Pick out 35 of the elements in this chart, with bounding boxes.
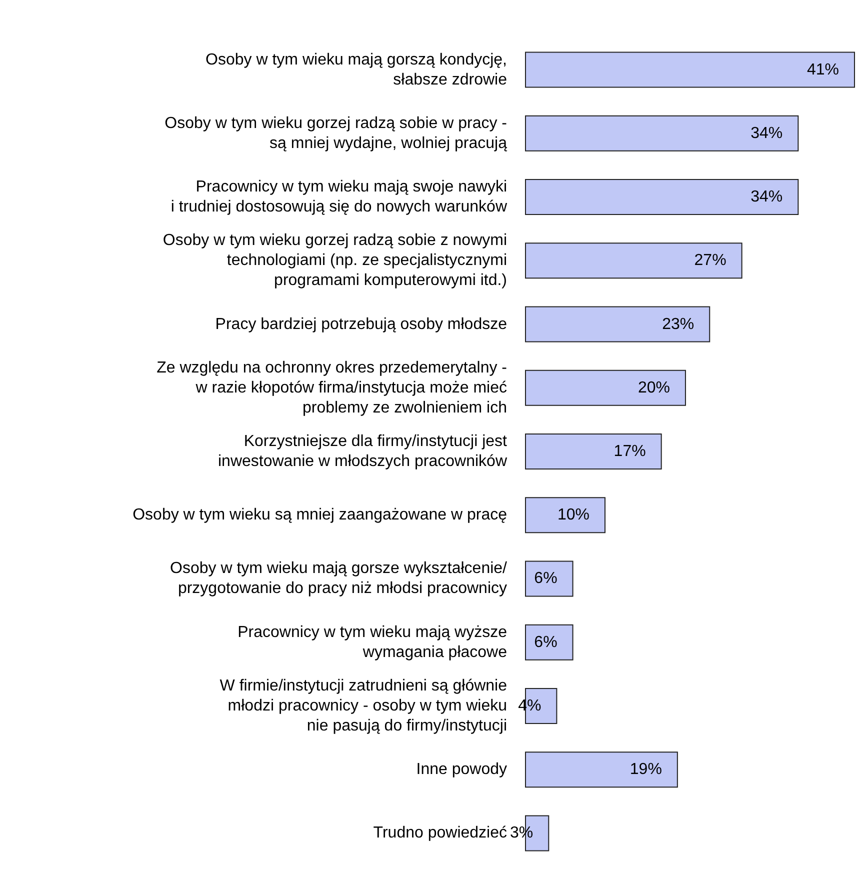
data-label: 17% <box>614 443 646 460</box>
bar <box>525 115 799 152</box>
data-label: 6% <box>534 634 558 651</box>
data-label: 23% <box>662 316 694 333</box>
y-tick-label: Korzystniejsze dla firmy/instytucji jest inwestowanie w młodszych pracowników <box>218 433 508 470</box>
bar <box>525 434 662 470</box>
y-tick-label: Pracownicy w tym wieku mają wyższe wymagania płacowe <box>238 624 508 661</box>
y-tick-label: Ze względu na ochronny okres przedemerytalny - w razie kłopotów firma/instytucja może mieć problemy ze zwolnieniem ich <box>156 359 507 416</box>
data-label: 6% <box>534 570 558 588</box>
bar <box>525 624 574 660</box>
y-tick-label: Osoby w tym wieku są mniej zaangażowane w pracę <box>132 506 508 524</box>
y-tick-label: W firmie/instytucji zatrudnieni są głównie młodzi pracownicy - osoby w tym wieku nie pasują do firmy/instytucji <box>220 677 508 734</box>
y-tick-label: Pracownicy w tym wieku mają swoje nawyki i trudniej dostosowują się do nowych warunków <box>170 178 508 216</box>
data-label: 41% <box>806 61 839 78</box>
bar <box>525 560 574 597</box>
y-tick-label: Inne powody <box>416 761 507 778</box>
data-label: 27% <box>694 252 726 270</box>
bar <box>525 242 742 279</box>
y-tick-label: Trudno powiedzieć <box>373 824 507 842</box>
data-label: 34% <box>750 124 783 142</box>
y-tick-label: Osoby w tym wieku mają gorsze wykształcenie/ przygotowanie do pracy niż młodsi pracownicy <box>170 560 508 598</box>
bar <box>525 752 678 788</box>
data-label: 34% <box>750 188 783 206</box>
y-tick-label: Osoby w tym wieku gorzej radzą sobie z nowymi technologiami (np. ze specjalistycznymi programami komputerowymi itd.) <box>162 232 507 290</box>
bar <box>525 179 799 216</box>
data-label: 20% <box>638 379 670 396</box>
bar <box>525 497 606 534</box>
bar <box>525 370 686 406</box>
y-tick-label: Pracy bardziej potrzebują osoby młodsze <box>215 316 508 333</box>
y-tick-label: Osoby w tym wieku gorzej radzą sobie w pracy - są mniej wydajne, wolniej pracują <box>164 114 508 152</box>
bar <box>525 52 855 88</box>
data-label: 19% <box>630 761 662 778</box>
bar <box>525 306 710 342</box>
data-label: 10% <box>557 506 590 524</box>
y-tick-label: Osoby w tym wieku mają gorszą kondycję, słabsze zdrowie <box>206 51 508 88</box>
